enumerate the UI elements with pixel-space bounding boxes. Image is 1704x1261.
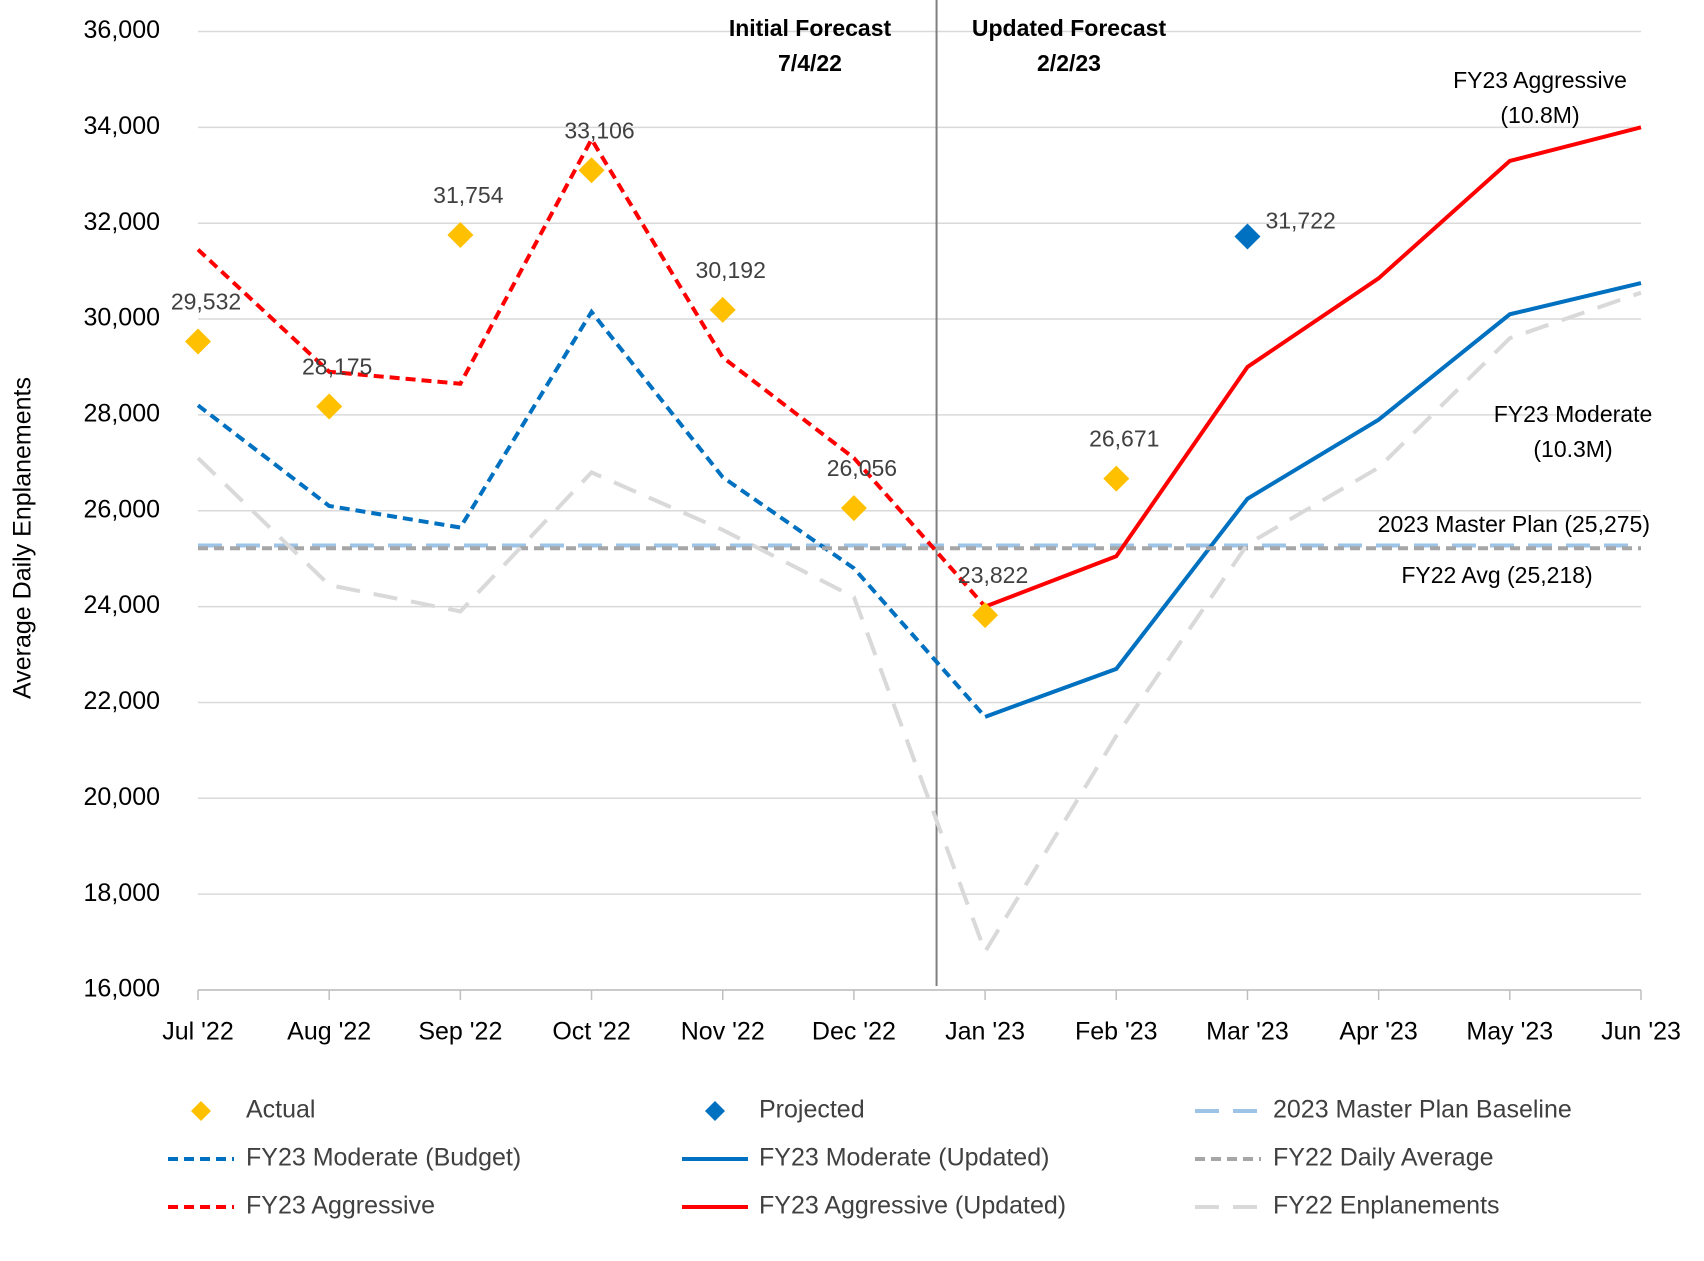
annotation: Updated Forecast [972,15,1167,41]
annotation: FY23 Aggressive [1453,67,1627,93]
x-tick-label: Nov '22 [681,1018,765,1046]
data-label: 26,671 [1089,426,1159,452]
x-tick-label: Jul '22 [162,1018,233,1046]
y-tick-label: 18,000 [84,879,160,907]
legend-label: FY23 Moderate (Updated) [759,1144,1049,1172]
series-line [196,290,1642,957]
annotation: 2/2/23 [1037,50,1101,76]
legend-label: 2023 Master Plan Baseline [1273,1096,1572,1124]
y-tick-label: 30,000 [84,304,160,332]
legend-label: Actual [246,1096,315,1124]
lines-layer [168,125,1642,1209]
marker [840,495,867,522]
marker [578,157,605,184]
data-label: 29,532 [171,289,241,315]
y-axis-label: Average Daily Enplanements [9,377,37,699]
marker [1234,223,1261,250]
x-tick-label: May '23 [1466,1018,1553,1046]
annotation: (10.3M) [1533,436,1612,462]
legend-label: FY22 Enplanements [1273,1192,1500,1220]
y-tick-label: 20,000 [84,783,160,811]
series-line [984,125,1642,609]
legend-label: FY23 Aggressive [246,1192,435,1220]
legend-marker [191,1101,211,1121]
x-tick-label: Aug '22 [287,1018,371,1046]
x-tick-label: Feb '23 [1075,1018,1158,1046]
marker [709,296,736,323]
text-layer: 16,000 18,000 20,000 22,000 24,000 26,000 28,0… [84,15,1681,1220]
marks-layer [185,157,1261,1121]
y-tick-label: 24,000 [84,591,160,619]
marker [1103,465,1130,492]
y-tick-label: 34,000 [84,112,160,140]
x-tick-label: Apr '23 [1339,1018,1417,1046]
y-tick-label: 22,000 [84,687,160,715]
data-label: 30,192 [696,257,766,283]
marker [316,393,343,420]
series-line [196,135,987,608]
legend-label: Projected [759,1096,865,1124]
y-tick-label: 28,000 [84,400,160,428]
series-line [984,281,1642,719]
series-line [196,308,987,719]
legend-label: FY23 Aggressive (Updated) [759,1192,1066,1220]
y-tick-label: 26,000 [84,495,160,523]
annotation: Initial Forecast [729,15,892,41]
marker [185,328,211,355]
grid-layer [197,0,1642,1000]
annotation: FY22 Avg (25,218) [1401,562,1592,588]
data-label: 31,722 [1265,208,1335,234]
data-label: 28,175 [302,354,372,380]
annotation: 2023 Master Plan (25,275) [1378,511,1650,537]
legend-marker [705,1101,725,1121]
x-tick-label: Dec '22 [812,1018,896,1046]
annotation: (10.8M) [1500,102,1579,128]
x-tick-label: Jun '23 [1601,1018,1681,1046]
annotation: FY23 Moderate [1494,401,1653,427]
y-tick-label: 16,000 [84,975,160,1003]
x-tick-label: Sep '22 [418,1018,502,1046]
data-label: 31,754 [433,182,504,208]
data-label: 26,056 [827,455,897,481]
legend-label: FY23 Moderate (Budget) [246,1144,521,1172]
data-label: 33,106 [564,117,634,143]
x-tick-label: Jan '23 [945,1018,1025,1046]
legend-label: FY22 Daily Average [1273,1144,1494,1172]
annotation: 7/4/22 [778,50,842,76]
y-tick-label: 32,000 [84,208,160,236]
data-label: 23,822 [958,562,1028,588]
marker [972,602,999,629]
x-tick-label: Oct '22 [552,1018,630,1046]
marker [447,221,474,248]
y-tick-label: 36,000 [84,16,160,44]
x-tick-label: Mar '23 [1206,1018,1289,1046]
